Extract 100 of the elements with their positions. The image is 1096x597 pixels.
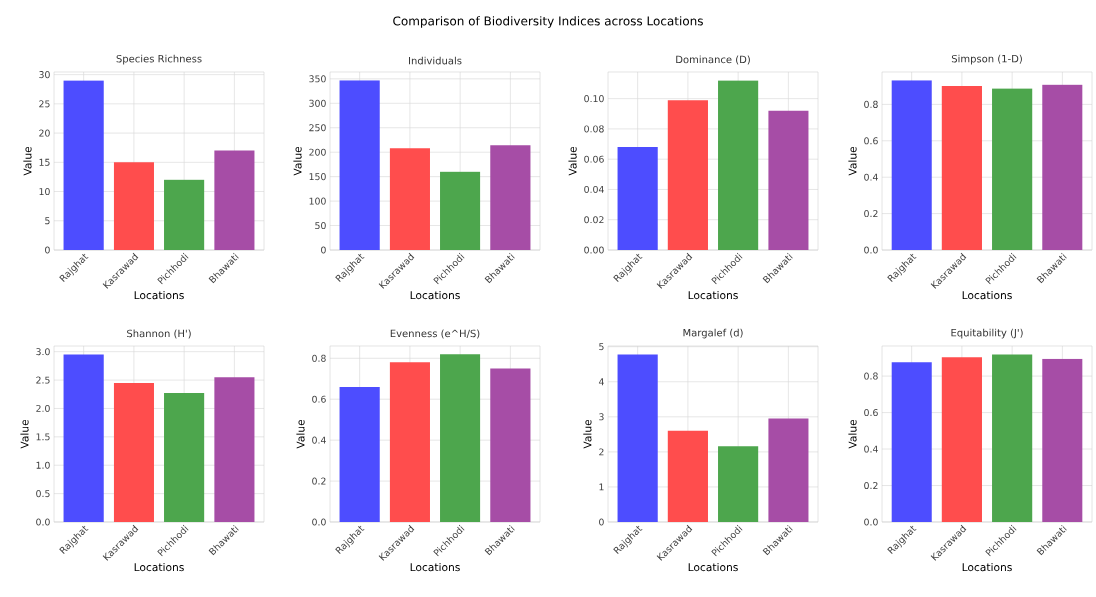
y-tick-label: 3.0 <box>36 348 50 356</box>
y-tick-label: 5 <box>599 343 604 351</box>
bar <box>440 171 481 250</box>
x-axis-title: Locations <box>410 562 460 572</box>
y-tick-label: 0.02 <box>584 216 604 224</box>
x-axis-title: Locations <box>410 290 460 300</box>
bar <box>214 150 255 250</box>
x-axis-title: Locations <box>688 290 738 300</box>
y-tick-label: 15 <box>39 158 50 166</box>
y-axis-title: Value <box>848 419 857 449</box>
y-tick-label: 0.08 <box>584 125 604 133</box>
bar <box>718 80 759 250</box>
y-tick-label: 1.5 <box>36 433 50 441</box>
y-tick-label: 0.6 <box>864 409 878 417</box>
chart-title: Dominance (D) <box>676 55 750 65</box>
y-tick-label: 0.0 <box>36 518 50 526</box>
bar <box>389 362 430 522</box>
y-tick-label: 25 <box>39 100 50 108</box>
y-tick-label: 150 <box>309 173 326 181</box>
y-tick-label: 0.0 <box>864 246 878 254</box>
y-tick-label: 0.8 <box>312 354 326 362</box>
bar <box>617 147 658 250</box>
x-axis-title: Locations <box>962 562 1012 572</box>
bar <box>440 354 481 522</box>
bar <box>891 80 932 250</box>
y-axis-title: Value <box>583 419 592 449</box>
y-tick-label: 20 <box>39 129 50 137</box>
y-tick-label: 0.4 <box>864 445 878 453</box>
bar <box>1042 84 1083 250</box>
bar <box>63 80 104 250</box>
bar <box>768 418 809 522</box>
y-tick-label: 0.6 <box>864 137 878 145</box>
y-tick-label: 0.4 <box>312 436 326 444</box>
chart-title: Equitability (J') <box>951 328 1023 339</box>
y-tick-label: 0.8 <box>864 100 878 108</box>
bar <box>941 86 982 250</box>
chart-title: Shannon (H') <box>127 329 191 339</box>
y-tick-label: 30 <box>39 71 50 79</box>
y-tick-label: 0.5 <box>36 490 50 498</box>
y-tick-label: 3 <box>599 413 604 421</box>
bar <box>339 80 380 250</box>
bar <box>718 446 759 522</box>
x-axis-title: Locations <box>134 562 184 572</box>
y-tick-label: 0.6 <box>312 395 326 403</box>
y-tick-label: 0.8 <box>864 372 878 380</box>
y-tick-label: 300 <box>309 99 326 107</box>
bar <box>992 88 1033 250</box>
y-tick-label: 0 <box>321 246 326 254</box>
bar <box>389 148 430 250</box>
y-tick-label: 0 <box>599 518 604 526</box>
y-tick-label: 1.0 <box>36 461 50 469</box>
bar <box>63 354 104 522</box>
bar <box>617 354 658 522</box>
bar <box>667 430 708 522</box>
y-tick-label: 0.10 <box>584 95 604 103</box>
y-tick-label: 350 <box>309 75 326 83</box>
y-tick-label: 2.5 <box>36 376 50 384</box>
text: Comparison of Biodiversity Indices across Locations <box>393 16 703 28</box>
y-tick-label: 10 <box>39 188 50 196</box>
chart-title: Margalef (d) <box>683 328 743 339</box>
bar <box>164 179 205 250</box>
chart-title: Evenness (e^H/S) <box>390 329 480 339</box>
y-tick-label: 100 <box>309 197 326 205</box>
y-tick-label: 0.0 <box>312 518 326 526</box>
y-tick-label: 0.2 <box>864 482 878 490</box>
bar <box>113 382 154 522</box>
y-tick-label: 0 <box>45 246 50 254</box>
bar <box>490 145 531 250</box>
y-tick-label: 0.00 <box>584 246 604 254</box>
y-tick-label: 5 <box>45 217 50 225</box>
chart-title: Individuals <box>409 56 462 65</box>
chart-title: Simpson (1-D) <box>951 54 1022 65</box>
y-tick-label: 200 <box>309 148 326 156</box>
y-axis-title: Value <box>568 146 577 176</box>
y-tick-label: 2.0 <box>36 404 50 412</box>
bar <box>339 386 380 522</box>
bar <box>214 377 255 522</box>
bar <box>164 393 205 522</box>
y-tick-label: 50 <box>315 222 326 230</box>
bar <box>490 368 531 522</box>
x-axis-title: Locations <box>688 562 738 572</box>
y-tick-label: 0.4 <box>864 173 878 181</box>
chart-title: Species Richness <box>116 54 202 65</box>
y-tick-label: 250 <box>309 124 326 132</box>
y-axis-title: Value <box>293 146 302 176</box>
y-tick-label: 2 <box>599 448 604 456</box>
y-tick-label: 0.0 <box>864 518 878 526</box>
y-tick-label: 0.2 <box>864 210 878 218</box>
y-tick-label: 0.04 <box>584 185 604 193</box>
y-tick-label: 4 <box>598 378 604 386</box>
bar <box>667 100 708 250</box>
y-tick-label: 0.06 <box>584 155 604 163</box>
bar <box>768 110 809 250</box>
y-tick-label: 0.2 <box>312 477 326 485</box>
bar <box>113 162 154 250</box>
x-axis-title: Locations <box>134 290 184 300</box>
y-axis-title: Value <box>20 419 29 449</box>
y-axis-title: Value <box>296 419 305 449</box>
x-axis-title: Locations <box>962 290 1012 300</box>
y-tick-label: 1 <box>599 483 604 491</box>
